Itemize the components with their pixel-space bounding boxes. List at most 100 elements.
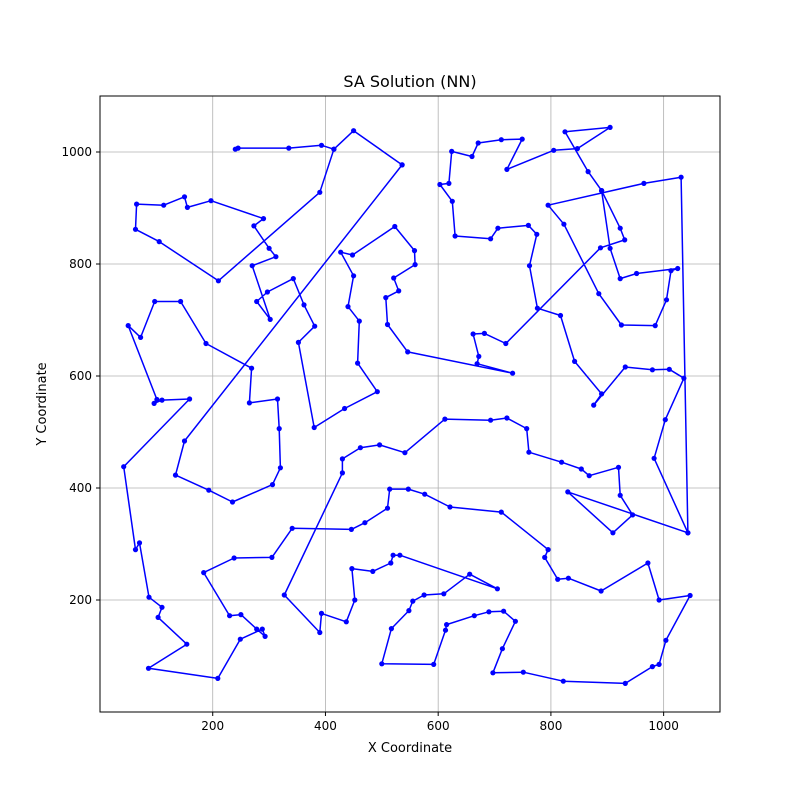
city-point xyxy=(311,424,317,431)
city-point xyxy=(155,614,161,621)
city-point xyxy=(475,140,481,146)
city-point xyxy=(561,221,567,227)
city-point xyxy=(384,505,391,511)
city-point xyxy=(610,530,616,536)
city-point xyxy=(281,592,287,598)
city-point xyxy=(339,470,345,476)
city-point xyxy=(645,560,651,566)
city-point xyxy=(622,237,628,243)
city-point xyxy=(509,370,516,376)
city-point xyxy=(452,233,458,239)
city-point xyxy=(289,525,295,531)
city-point xyxy=(159,604,165,610)
axis-ticks: 200 400 600 800 1000 200 400 600 800 1000 xyxy=(61,145,678,733)
city-point xyxy=(351,128,357,134)
city-point xyxy=(560,678,566,684)
city-point xyxy=(585,169,591,175)
city-point xyxy=(187,396,193,402)
city-point xyxy=(249,263,255,269)
city-point xyxy=(467,571,473,577)
city-point xyxy=(397,552,403,558)
x-tick-label: 400 xyxy=(314,719,337,733)
city-point xyxy=(488,417,494,423)
city-point xyxy=(276,426,282,432)
city-point xyxy=(396,288,402,294)
city-point xyxy=(159,397,165,403)
city-point xyxy=(246,400,252,406)
city-point xyxy=(132,226,139,232)
city-point xyxy=(355,360,361,366)
city-point xyxy=(559,459,565,465)
city-point xyxy=(545,202,551,208)
city-point xyxy=(181,438,188,444)
city-point xyxy=(379,661,385,667)
city-point xyxy=(663,637,669,643)
city-point xyxy=(345,304,351,310)
city-point xyxy=(651,455,657,461)
city-point xyxy=(542,554,548,561)
city-point xyxy=(145,665,152,671)
city-point xyxy=(562,129,568,135)
city-point xyxy=(227,613,233,619)
city-point xyxy=(349,566,355,572)
city-point xyxy=(499,646,505,652)
city-point xyxy=(526,263,533,269)
city-point xyxy=(666,366,672,372)
city-point xyxy=(617,225,623,231)
city-point xyxy=(498,137,504,143)
city-point xyxy=(630,512,636,518)
city-point xyxy=(229,499,236,505)
city-point xyxy=(154,396,160,403)
city-point xyxy=(512,618,519,624)
city-point xyxy=(388,626,394,632)
city-point xyxy=(641,180,647,186)
y-tick-label: 400 xyxy=(69,481,92,495)
city-point xyxy=(392,223,398,230)
city-point xyxy=(152,298,158,305)
city-point xyxy=(551,147,557,153)
city-point xyxy=(342,405,348,412)
city-point xyxy=(377,442,383,448)
city-point xyxy=(441,591,447,597)
city-point xyxy=(254,626,260,632)
city-point xyxy=(348,526,354,533)
city-point xyxy=(351,273,357,279)
city-point xyxy=(264,289,270,295)
city-point xyxy=(201,570,207,576)
city-point xyxy=(681,375,687,381)
city-point xyxy=(656,597,662,603)
y-tick-label: 1000 xyxy=(61,145,92,159)
city-point xyxy=(495,225,501,231)
city-point xyxy=(649,664,656,670)
chart-title: SA Solution (NN) xyxy=(343,72,476,91)
city-point xyxy=(181,194,188,200)
city-point xyxy=(317,189,323,195)
city-point xyxy=(622,364,628,370)
city-point xyxy=(498,509,504,515)
city-point xyxy=(656,661,662,668)
city-point xyxy=(469,153,475,160)
x-tick-label: 800 xyxy=(539,719,562,733)
city-point xyxy=(501,608,507,614)
city-point xyxy=(565,575,572,581)
city-point xyxy=(121,464,127,470)
city-point xyxy=(574,146,581,152)
city-point xyxy=(442,416,448,422)
city-point xyxy=(410,598,416,604)
city-point xyxy=(356,318,362,324)
city-point xyxy=(215,278,221,284)
city-point xyxy=(572,358,578,364)
city-point xyxy=(615,464,622,470)
city-point xyxy=(269,482,276,488)
city-point xyxy=(290,276,296,282)
city-point xyxy=(490,670,496,676)
city-point xyxy=(249,365,255,371)
city-point xyxy=(251,223,257,229)
city-point xyxy=(557,312,564,319)
city-point xyxy=(431,661,437,668)
city-point xyxy=(476,353,482,359)
city-point xyxy=(607,124,613,130)
city-point xyxy=(267,316,273,322)
city-point xyxy=(662,417,668,423)
